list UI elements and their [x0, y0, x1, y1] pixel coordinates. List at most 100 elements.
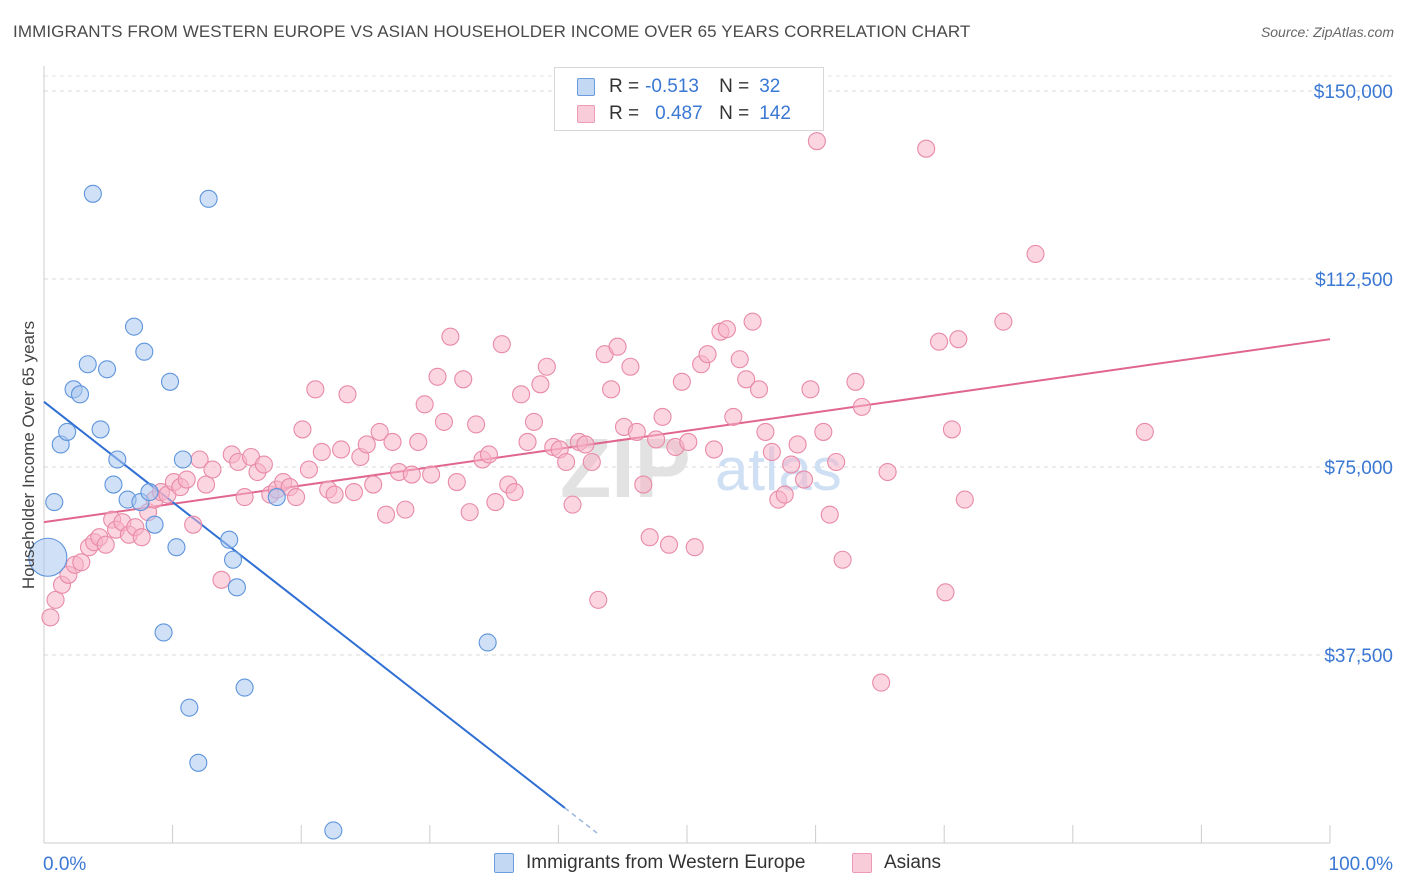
point-asian — [704, 440, 724, 459]
point-asian — [955, 490, 974, 509]
point-asian — [698, 345, 717, 364]
point-western-europe — [104, 475, 123, 494]
point-western-europe — [227, 578, 246, 597]
legend-r-label: R = — [609, 76, 640, 97]
point-western-europe — [108, 450, 127, 469]
point-western-europe — [267, 488, 286, 507]
point-asian — [396, 500, 415, 519]
point-asian — [582, 452, 601, 472]
point-asian — [447, 473, 466, 492]
legend-swatch-blue — [577, 78, 595, 96]
point-asian — [203, 460, 222, 479]
point-asian — [872, 673, 891, 692]
point-asian — [531, 375, 550, 394]
y-tick-label: $150,000 — [1314, 82, 1393, 103]
point-asian — [196, 475, 216, 494]
stats-legend: R = -0.513 N = 32 R = 0.487 N = 142 — [554, 67, 824, 131]
legend-row-western-europe: R = -0.513 N = 32 — [577, 75, 780, 99]
point-asian — [801, 380, 820, 399]
point-asian — [717, 320, 736, 339]
point-western-europe — [160, 372, 180, 391]
point-asian — [640, 528, 659, 547]
point-western-europe — [324, 821, 343, 840]
point-asian — [659, 535, 679, 554]
point-asian — [775, 485, 794, 504]
point-asian — [724, 407, 743, 426]
point-western-europe — [154, 623, 173, 642]
point-asian — [505, 483, 524, 502]
tick-labels: $37,500 $75,000 $112,500 $150,000 0.0% 100.0% — [43, 82, 1393, 875]
point-asian — [647, 430, 666, 449]
point-asian — [749, 380, 769, 399]
point-western-europe — [78, 355, 97, 374]
point-asian — [415, 395, 434, 414]
point-asian — [846, 372, 865, 391]
point-asian — [338, 385, 357, 404]
point-western-europe — [180, 698, 199, 717]
point-western-europe — [189, 753, 208, 772]
point-asian — [235, 488, 254, 507]
x-tick-label-min: 0.0% — [43, 854, 86, 875]
trend-lines — [43, 338, 1331, 834]
point-western-europe — [235, 678, 254, 697]
bottom-legend-swatch-blue — [494, 853, 514, 873]
point-asian — [46, 590, 65, 609]
chart-title: IMMIGRANTS FROM WESTERN EUROPE VS ASIAN … — [13, 22, 971, 41]
point-western-europe — [97, 360, 117, 379]
point-asian — [512, 385, 531, 404]
point-asian — [184, 515, 203, 534]
point-asian — [537, 357, 556, 376]
point-western-europe — [478, 633, 497, 652]
point-western-europe — [167, 538, 186, 557]
point-asian — [602, 380, 621, 399]
point-asian — [364, 475, 383, 494]
point-asian — [409, 432, 428, 452]
point-asian — [428, 367, 447, 386]
point-asian — [852, 397, 871, 416]
point-asian — [557, 452, 576, 472]
point-asian — [576, 435, 595, 454]
point-asian — [383, 432, 402, 452]
legend-r-label: R = — [609, 103, 640, 124]
point-asian — [212, 570, 231, 589]
point-asian — [627, 422, 646, 441]
point-asian — [827, 452, 846, 472]
point-asian — [782, 455, 801, 474]
point-asian — [177, 470, 196, 489]
point-western-europe — [199, 189, 218, 208]
point-asian — [679, 432, 698, 452]
point-asian — [434, 412, 453, 431]
point-asian — [96, 535, 115, 554]
point-asian — [634, 475, 653, 494]
data-points — [28, 132, 1154, 840]
point-asian — [762, 442, 781, 462]
point-asian — [454, 370, 473, 389]
point-asian — [936, 583, 955, 602]
y-tick-label: $112,500 — [1315, 270, 1393, 291]
point-asian — [820, 505, 839, 524]
point-asian — [608, 337, 627, 356]
point-asian — [917, 139, 936, 158]
point-western-europe — [145, 515, 164, 534]
point-asian — [306, 380, 325, 399]
point-asian — [653, 407, 672, 426]
point-asian — [518, 432, 537, 452]
point-asian — [332, 440, 351, 459]
bottom-legend-western-europe: Immigrants from Western Europe — [494, 852, 805, 874]
point-asian — [460, 503, 479, 522]
legend-row-asians: R = 0.487 N = 142 — [577, 102, 791, 126]
point-asian — [524, 412, 544, 431]
y-tick-label: $75,000 — [1324, 458, 1393, 479]
grid — [44, 75, 1392, 656]
point-asian — [788, 435, 807, 454]
point-asian — [402, 465, 421, 484]
point-asian — [994, 312, 1013, 331]
point-asian — [370, 422, 389, 441]
point-asian — [422, 465, 441, 484]
point-western-europe — [140, 483, 159, 502]
x-tick-label-max: 100.0% — [1329, 854, 1394, 875]
point-asian — [878, 462, 897, 482]
point-asian — [467, 415, 486, 434]
chart-source: Source: ZipAtlas.com — [1260, 24, 1394, 40]
